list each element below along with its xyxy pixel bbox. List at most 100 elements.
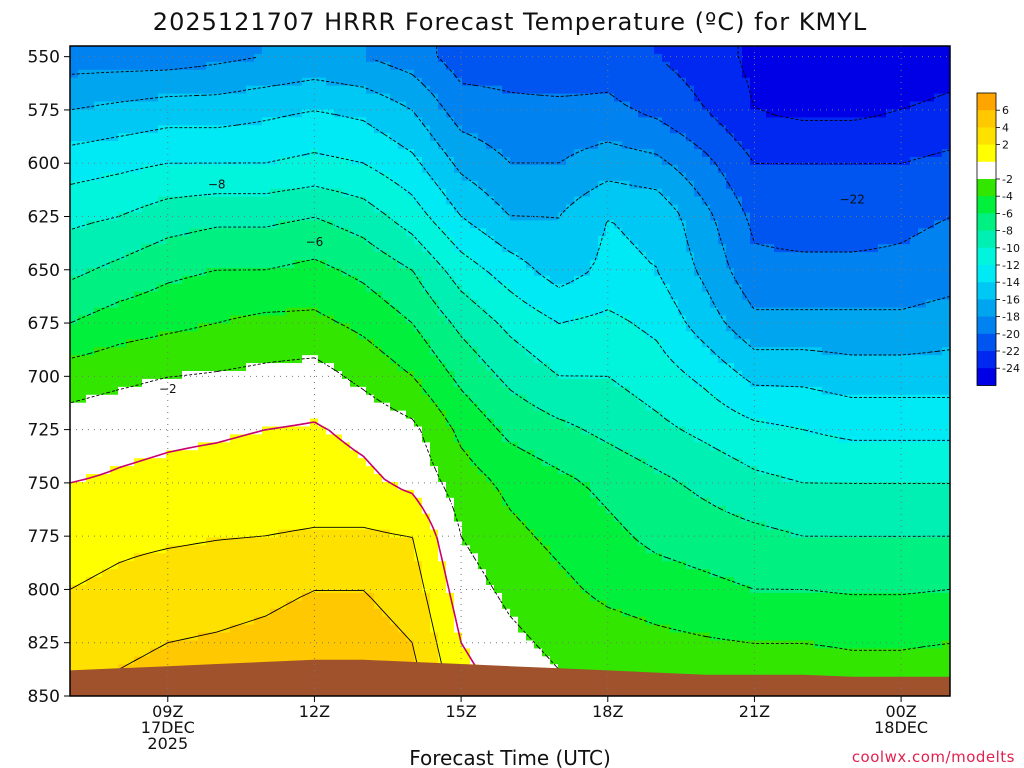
temperature-cell <box>470 291 479 301</box>
temperature-cell <box>246 164 255 174</box>
temperature-cell <box>166 101 175 111</box>
temperature-cell <box>158 69 167 79</box>
temperature-cell <box>78 156 87 166</box>
temperature-cell <box>686 77 695 87</box>
temperature-cell <box>534 46 543 55</box>
temperature-cell <box>510 386 519 396</box>
temperature-cell <box>214 77 223 87</box>
temperature-cell <box>286 212 295 221</box>
temperature-cell <box>910 378 919 388</box>
temperature-cell <box>510 196 519 206</box>
temperature-cell <box>710 149 719 158</box>
temperature-cell <box>774 283 783 293</box>
temperature-cell <box>798 363 807 372</box>
temperature-cell <box>502 299 511 309</box>
temperature-cell <box>550 267 559 277</box>
temperature-cell <box>94 299 103 309</box>
temperature-cell <box>198 339 207 348</box>
temperature-cell <box>910 307 919 317</box>
temperature-cell <box>846 236 855 245</box>
temperature-cell <box>102 323 111 332</box>
temperature-cell <box>102 228 111 237</box>
temperature-cell <box>678 260 687 269</box>
temperature-cell <box>398 402 407 412</box>
temperature-cell <box>862 260 871 269</box>
temperature-cell <box>598 180 607 190</box>
temperature-cell <box>422 236 431 245</box>
temperature-cell <box>150 378 159 388</box>
temperature-cell <box>902 164 911 174</box>
temperature-cell <box>246 196 255 206</box>
temperature-cell <box>878 394 887 404</box>
temperature-cell <box>854 386 863 396</box>
temperature-cell <box>502 180 511 190</box>
temperature-cell <box>278 228 287 237</box>
temperature-cell <box>886 149 895 158</box>
temperature-cell <box>782 260 791 269</box>
temperature-cell <box>846 363 855 372</box>
temperature-cell <box>334 394 343 404</box>
temperature-cell <box>918 180 927 190</box>
temperature-cell <box>766 109 775 118</box>
temperature-cell <box>670 212 679 221</box>
temperature-cell <box>166 188 175 198</box>
temperature-cell <box>454 125 463 134</box>
temperature-cell <box>590 85 599 95</box>
temperature-cell <box>238 402 247 412</box>
temperature-cell <box>310 109 319 118</box>
temperature-cell <box>750 101 759 111</box>
temperature-cell <box>766 275 775 285</box>
temperature-cell <box>798 117 807 126</box>
temperature-cell <box>142 355 151 364</box>
temperature-cell <box>790 196 799 206</box>
temperature-cell <box>470 244 479 253</box>
temperature-cell <box>238 228 247 237</box>
temperature-cell <box>782 386 791 396</box>
temperature-cell <box>838 180 847 190</box>
temperature-cell <box>742 283 751 293</box>
temperature-cell <box>718 85 727 95</box>
temperature-cell <box>662 77 671 87</box>
temperature-cell <box>710 323 719 332</box>
temperature-cell <box>462 77 471 87</box>
temperature-cell <box>718 363 727 372</box>
temperature-cell <box>694 323 703 332</box>
temperature-cell <box>542 378 551 388</box>
temperature-cell <box>78 101 87 111</box>
temperature-cell <box>334 378 343 388</box>
temperature-cell <box>486 172 495 182</box>
temperature-cell <box>686 275 695 285</box>
temperature-cell <box>118 156 127 166</box>
temperature-cell <box>134 363 143 372</box>
temperature-cell <box>246 244 255 253</box>
temperature-cell <box>406 386 415 396</box>
temperature-cell <box>678 220 687 229</box>
temperature-cell <box>854 117 863 126</box>
temperature-cell <box>798 149 807 158</box>
temperature-cell <box>174 125 183 134</box>
temperature-cell <box>398 347 407 356</box>
temperature-cell <box>582 307 591 317</box>
temperature-cell <box>750 109 759 118</box>
temperature-cell <box>358 371 367 380</box>
temperature-cell <box>238 339 247 348</box>
temperature-cell <box>718 275 727 285</box>
temperature-cell <box>94 141 103 150</box>
temperature-cell <box>78 355 87 364</box>
temperature-cell <box>214 46 223 55</box>
temperature-cell <box>134 172 143 182</box>
temperature-cell <box>174 267 183 277</box>
temperature-cell <box>110 283 119 293</box>
temperature-cell <box>142 236 151 245</box>
temperature-cell <box>294 46 303 55</box>
temperature-cell <box>566 291 575 301</box>
temperature-cell <box>334 117 343 126</box>
temperature-cell <box>430 275 439 285</box>
temperature-cell <box>814 204 823 214</box>
temperature-cell <box>414 371 423 380</box>
temperature-cell <box>286 53 295 63</box>
temperature-cell <box>686 109 695 118</box>
temperature-cell <box>622 236 631 245</box>
temperature-cell <box>318 355 327 364</box>
temperature-cell <box>430 283 439 293</box>
